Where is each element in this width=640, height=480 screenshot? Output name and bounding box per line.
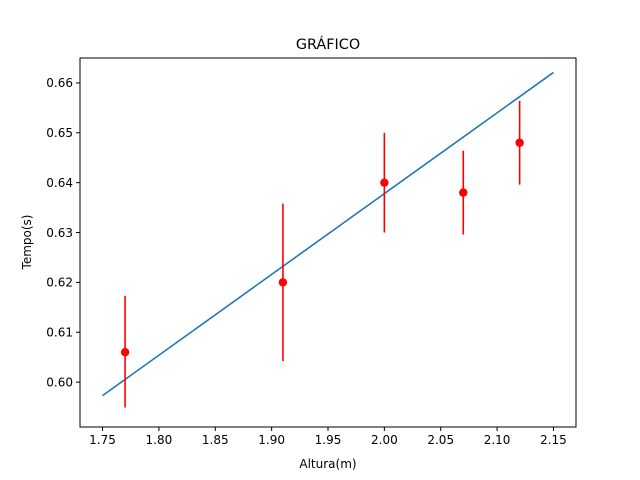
axes-layer: 1.75 1.80 1.85 1.90 1.95 2.00 2.05 2.10 2.15 0.60…: [46, 57, 577, 447]
x-tick-label: 2.15: [540, 433, 567, 447]
x-tick-label: 1.95: [315, 433, 342, 447]
x-axis-label: Altura(m): [299, 457, 356, 471]
x-tick-label: 1.90: [258, 433, 285, 447]
data-point: [278, 278, 288, 287]
x-tick-label: 2.10: [484, 433, 511, 447]
y-tick-label: 0.61: [46, 326, 73, 340]
y-tick-label: 0.60: [46, 375, 73, 389]
data-point: [515, 138, 524, 147]
y-tick-label: 0.64: [46, 176, 73, 190]
x-tick-label: 1.80: [146, 433, 173, 447]
y-axis-label: Tempo(s): [20, 215, 34, 271]
x-tick-label: 2.05: [427, 433, 454, 447]
y-tick-label: 0.66: [46, 76, 73, 90]
data-points-layer: [120, 100, 524, 408]
data-point: [459, 188, 468, 197]
y-tick-label: 0.62: [46, 276, 73, 290]
y-tick-label: 0.65: [46, 126, 73, 140]
data-point: [120, 348, 130, 357]
x-tick-label: 1.85: [202, 433, 229, 447]
fit-line: [102, 71, 554, 397]
chart-title: GRÁFICO: [296, 36, 360, 53]
y-tick-label: 0.63: [46, 226, 73, 240]
x-tick-label: 1.75: [89, 433, 116, 447]
x-tick-label: 2.00: [371, 433, 398, 447]
fit-line-layer: [102, 71, 554, 397]
data-point: [380, 178, 389, 187]
